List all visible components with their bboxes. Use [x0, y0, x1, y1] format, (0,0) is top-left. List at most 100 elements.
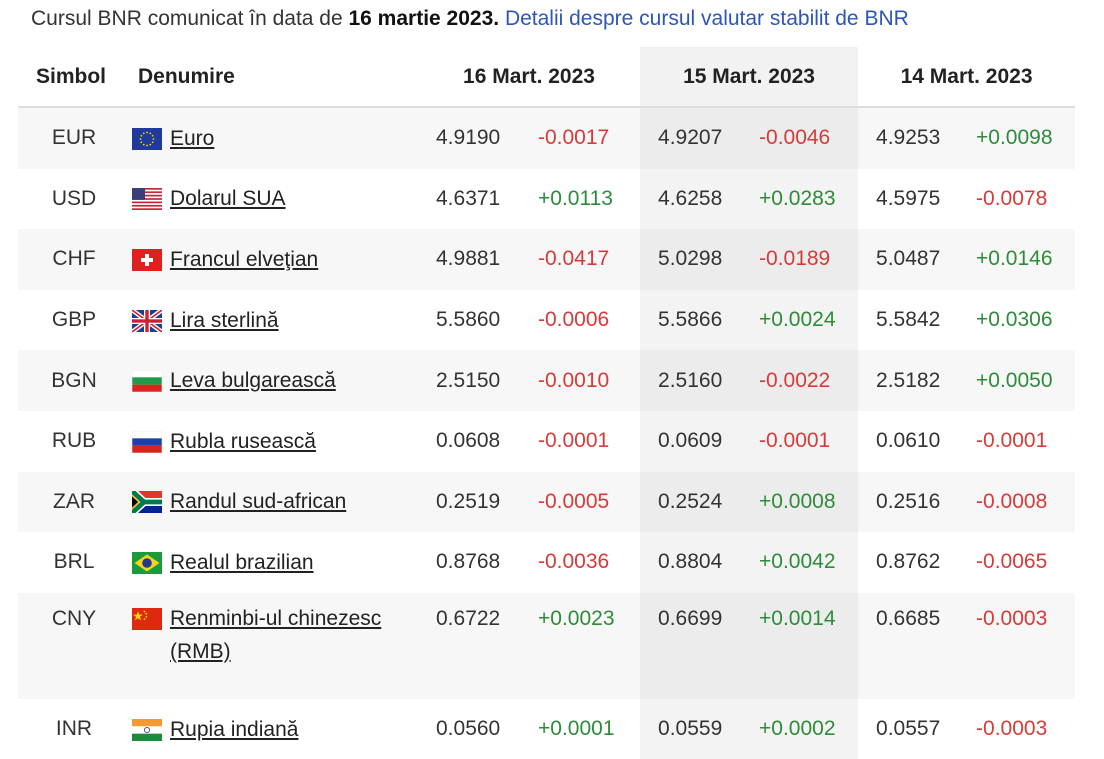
ch-flag-icon	[132, 248, 162, 271]
rate-value-d1: 0.8768	[418, 532, 522, 593]
header-name: Denumire	[130, 47, 418, 108]
currency-symbol: EUR	[18, 107, 130, 169]
rate-change-d2: -0.0022	[743, 350, 859, 411]
rate-value-d1: 4.9190	[418, 107, 522, 169]
currency-name-cell: Lira sterlină	[130, 289, 418, 351]
rate-change-d3: -0.0003	[960, 592, 1076, 699]
currency-name-cell: Rupia indiană	[130, 698, 418, 759]
currency-name-link[interactable]: Randul sud-african	[170, 490, 347, 514]
rate-change-d1: -0.0005	[522, 471, 641, 533]
rate-change-d3: +0.0050	[960, 350, 1076, 411]
table-row: EUR Euro 4.9190 -0.0017 4.9207 -0.0046 4.9253 +…	[18, 107, 1076, 169]
currency-name-link[interactable]: Euro	[170, 126, 215, 150]
rate-value-d3: 0.8762	[858, 532, 961, 593]
currency-symbol: RUB	[18, 410, 130, 472]
currency-symbol: CHF	[18, 229, 130, 290]
table-header-row: Simbol Denumire 16 Mart. 2023 15 Mart. 2…	[18, 47, 1076, 108]
rate-value-d3: 4.9253	[858, 107, 961, 169]
rate-change-d1: -0.0036	[522, 532, 641, 593]
rate-value-d1: 0.2519	[418, 471, 522, 533]
rate-value-d3: 4.5975	[858, 168, 961, 230]
currency-name-link[interactable]: Francul elveţian	[170, 247, 319, 271]
currency-symbol: BGN	[18, 350, 130, 411]
currency-name-cell: Renminbi-ul chinezesc (RMB)	[130, 592, 418, 699]
currency-name-link[interactable]: Lira sterlină	[170, 308, 279, 332]
table-row: CNY Renminbi-ul chinezesc (RMB) 0.6722 +0.0…	[18, 592, 1076, 699]
rate-change-d3: -0.0003	[960, 698, 1076, 759]
header-date-3: 14 Mart. 2023	[858, 47, 1076, 108]
currency-name-link[interactable]: Rubla rusească	[170, 429, 316, 453]
rate-change-d2: +0.0042	[743, 532, 859, 593]
rate-change-d3: -0.0001	[960, 410, 1076, 472]
rate-change-d2: +0.0014	[743, 592, 859, 699]
table-row: ZAR Randul sud-african 0.2519 -0.0005 0.2524…	[18, 471, 1076, 533]
rate-value-d2: 0.0609	[640, 410, 744, 472]
rate-value-d1: 0.0608	[418, 410, 522, 472]
currency-name-link[interactable]: Rupia indiană	[170, 717, 299, 741]
rate-value-d2: 5.0298	[640, 229, 744, 290]
rate-value-d1: 0.6722	[418, 592, 522, 699]
br-flag-icon	[132, 551, 162, 574]
in-flag-icon	[132, 718, 162, 741]
cn-flag-icon	[132, 607, 162, 630]
rate-change-d3: -0.0008	[960, 471, 1076, 533]
rate-change-d3: +0.0098	[960, 107, 1076, 169]
exchange-rates-table: Simbol Denumire 16 Mart. 2023 15 Mart. 2…	[18, 47, 1076, 759]
rate-value-d2: 0.2524	[640, 471, 744, 533]
rate-value-d2: 4.6258	[640, 168, 744, 230]
rate-value-d1: 4.9881	[418, 229, 522, 290]
us-flag-icon	[132, 188, 162, 211]
rate-change-d1: +0.0113	[522, 168, 641, 230]
currency-name-cell: Dolarul SUA	[130, 168, 418, 230]
rate-change-d1: -0.0001	[522, 410, 641, 472]
table-row: USD Dolarul SUA 4.6371 +0.0113 4.6258 +0.0283…	[18, 168, 1076, 230]
rate-value-d3: 5.0487	[858, 229, 961, 290]
rate-value-d3: 0.6685	[858, 592, 961, 699]
currency-symbol: USD	[18, 168, 130, 230]
rate-change-d2: +0.0283	[743, 168, 859, 230]
rate-value-d1: 0.0560	[418, 698, 522, 759]
rate-change-d3: -0.0065	[960, 532, 1076, 593]
rate-value-d2: 2.5160	[640, 350, 744, 411]
rate-change-d1: +0.0001	[522, 698, 641, 759]
rate-value-d2: 5.5866	[640, 289, 744, 351]
rate-change-d2: -0.0189	[743, 229, 859, 290]
currency-name-cell: Euro	[130, 107, 418, 169]
table-row: INR Rupia indiană 0.0560 +0.0001 0.0559 +0.00…	[18, 698, 1076, 759]
uk-flag-icon	[132, 309, 162, 332]
table-row: BGN Leva bulgarească 2.5150 -0.0010 2.5160 -0…	[18, 350, 1076, 411]
rate-change-d2: -0.0046	[743, 107, 859, 169]
currency-name-link[interactable]: Leva bulgarească	[170, 369, 336, 393]
currency-symbol: BRL	[18, 532, 130, 593]
za-flag-icon	[132, 491, 162, 514]
table-row: CHF Francul elveţian 4.9881 -0.0417 5.0298 -0…	[18, 229, 1076, 290]
table-row: BRL Realul brazilian 0.8768 -0.0036 0.8804 +0…	[18, 532, 1076, 593]
table-row: GBP Lira sterlină 5.5860 -0.0006 5.5866 +0.00…	[18, 289, 1076, 351]
header-date-1: 16 Mart. 2023	[418, 47, 641, 108]
intro-text: Cursul BNR comunicat în data de	[31, 7, 349, 30]
rate-value-d2: 0.8804	[640, 532, 744, 593]
currency-name-cell: Realul brazilian	[130, 532, 418, 593]
rate-change-d1: +0.0023	[522, 592, 641, 699]
rate-change-d3: +0.0306	[960, 289, 1076, 351]
rate-change-d2: +0.0002	[743, 698, 859, 759]
rate-change-d2: +0.0024	[743, 289, 859, 351]
header-symbol: Simbol	[18, 47, 130, 108]
currency-name-link[interactable]: Realul brazilian	[170, 550, 314, 574]
currency-name-cell: Francul elveţian	[130, 229, 418, 290]
rate-intro: Cursul BNR comunicat în data de 16 marti…	[31, 7, 909, 31]
rate-value-d2: 4.9207	[640, 107, 744, 169]
currency-name-link[interactable]: Dolarul SUA	[170, 187, 286, 211]
eu-flag-icon	[132, 127, 162, 150]
bnr-details-link[interactable]: Detalii despre cursul valutar stabilit d…	[504, 7, 909, 30]
currency-name-link[interactable]: Renminbi-ul chinezesc (RMB)	[170, 606, 382, 663]
rate-value-d2: 0.0559	[640, 698, 744, 759]
rate-value-d3: 5.5842	[858, 289, 961, 351]
rate-change-d2: +0.0008	[743, 471, 859, 533]
rate-change-d1: -0.0010	[522, 350, 641, 411]
rate-change-d1: -0.0017	[522, 107, 641, 169]
rate-value-d1: 2.5150	[418, 350, 522, 411]
intro-date: 16 martie 2023.	[348, 7, 500, 30]
rate-change-d1: -0.0417	[522, 229, 641, 290]
currency-symbol: INR	[18, 698, 130, 759]
